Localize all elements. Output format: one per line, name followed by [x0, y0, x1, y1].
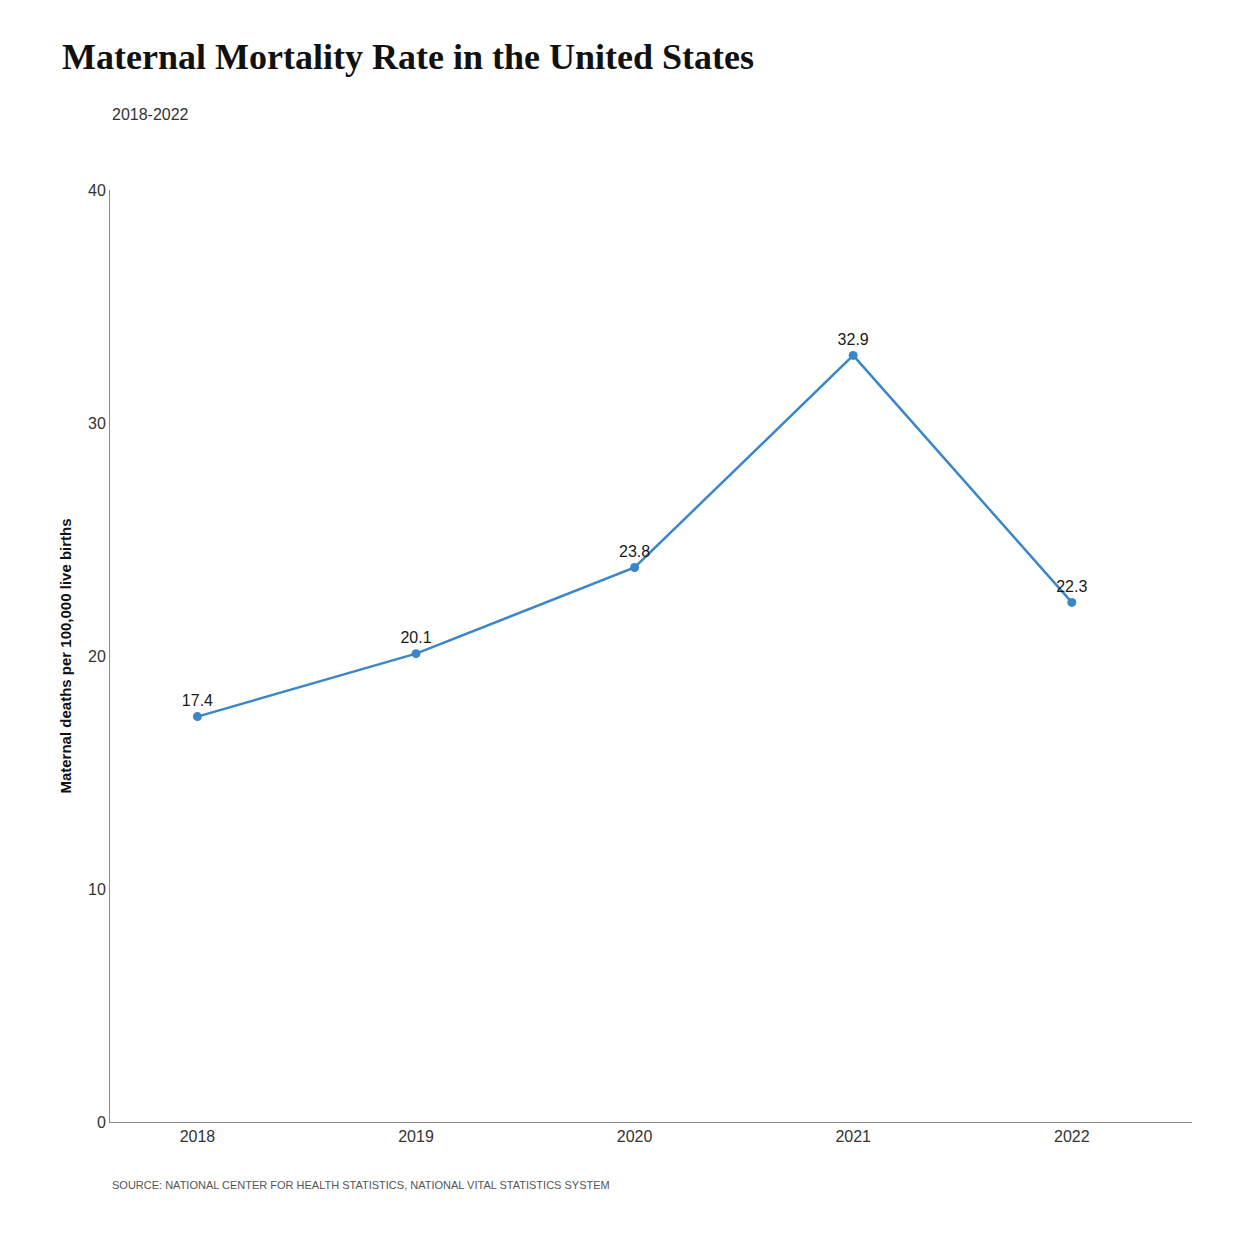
svg-text:0: 0	[97, 1114, 106, 1131]
svg-text:Maternal Mortality Rate in the: Maternal Mortality Rate in the United St…	[62, 37, 754, 77]
svg-text:2021: 2021	[835, 1128, 871, 1145]
svg-text:Maternal deaths per 100,000 li: Maternal deaths per 100,000 live births	[57, 518, 74, 793]
svg-text:2020: 2020	[617, 1128, 653, 1145]
svg-text:2022: 2022	[1054, 1128, 1090, 1145]
svg-text:40: 40	[88, 182, 106, 199]
svg-text:2018: 2018	[180, 1128, 216, 1145]
svg-text:20.1: 20.1	[400, 629, 431, 646]
svg-text:10: 10	[88, 881, 106, 898]
svg-text:20: 20	[88, 648, 106, 665]
svg-text:30: 30	[88, 415, 106, 432]
svg-text:32.9: 32.9	[838, 331, 869, 348]
svg-text:17.4: 17.4	[182, 692, 213, 709]
svg-text:2019: 2019	[398, 1128, 434, 1145]
svg-text:2018-2022: 2018-2022	[112, 106, 189, 123]
svg-text:22.3: 22.3	[1056, 578, 1087, 595]
svg-text:23.8: 23.8	[619, 543, 650, 560]
svg-text:SOURCE: NATIONAL CENTER FOR HE: SOURCE: NATIONAL CENTER FOR HEALTH STATI…	[112, 1179, 610, 1191]
